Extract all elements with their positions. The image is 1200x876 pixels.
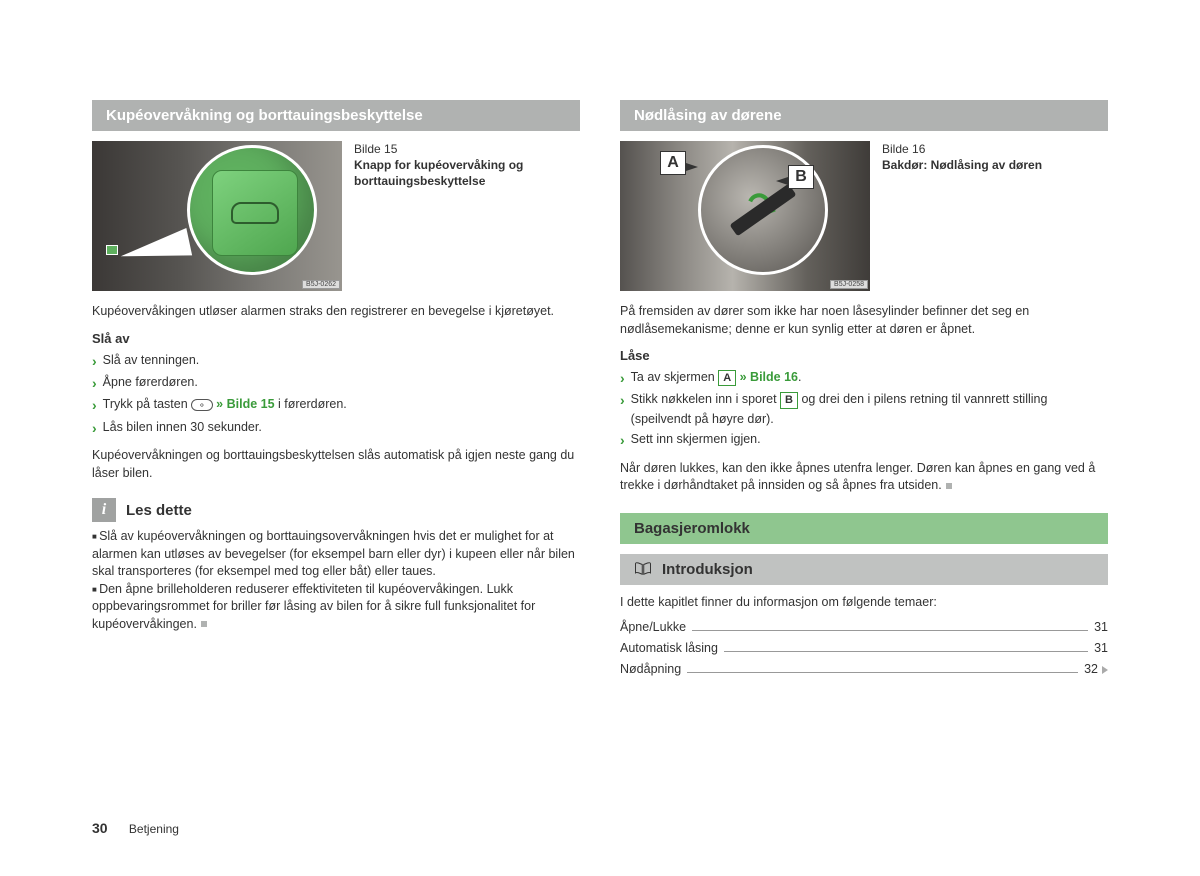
toc-row: Automatisk låsing 31: [620, 638, 1108, 659]
list-item: Stikk nøkkelen inn i sporet B og drei de…: [620, 389, 1108, 429]
figure-label-a: A: [660, 151, 686, 175]
button-icon: ⚬: [191, 399, 213, 412]
list-item: Trykk på tasten ⚬ » Bilde 15 i førerdøre…: [92, 394, 580, 416]
page-number: 30: [92, 820, 108, 836]
right-column: Nødlåsing av dørene ↶ A B B5J-0258 Bilde…: [620, 100, 1108, 681]
toc-intro: I dette kapitlet finner du informasjon o…: [620, 595, 1108, 609]
toc-row: Nødåpning 32: [620, 659, 1108, 680]
left-heading: Kupéovervåkning og borttauingsbeskyttels…: [92, 100, 580, 131]
note-list: Slå av kupéovervåkningen og borttauingso…: [92, 528, 580, 633]
toc: I dette kapitlet finner du informasjon o…: [620, 595, 1108, 681]
switchoff-list: Slå av tenningen. Åpne førerdøren. Trykk…: [92, 350, 580, 440]
end-marker-icon: [201, 621, 207, 627]
section2-sub: Introduksjon: [620, 554, 1108, 585]
figure-15-tag: B5J-0262: [302, 280, 340, 289]
list-item: Lås bilen innen 30 sekunder.: [92, 417, 580, 439]
letter-a-box: A: [718, 370, 736, 386]
section2-sub-text: Introduksjon: [662, 561, 753, 578]
figure-label-b: B: [788, 165, 814, 189]
figure-15-text: Knapp for kupéovervåking og borttauingsb…: [354, 157, 580, 189]
figure-15-label: Bilde 15: [354, 142, 397, 156]
footer-section: Betjening: [129, 822, 179, 836]
page-content: Kupéovervåkning og borttauingsbeskyttels…: [92, 100, 1108, 681]
list-item: Ta av skjermen A » Bilde 16.: [620, 367, 1108, 389]
lock-para: Når døren lukkes, kan den ikke åpnes ute…: [620, 460, 1108, 495]
note-item: Den åpne brilleholderen reduserer effekt…: [92, 581, 580, 634]
figure-16-tag: B5J-0258: [830, 280, 868, 289]
list-item: Sett inn skjermen igjen.: [620, 429, 1108, 451]
end-marker-icon: [946, 483, 952, 489]
list-item: Slå av tenningen.: [92, 350, 580, 372]
figure-16-row: ↶ A B B5J-0258 Bilde 16 Bakdør: Nødlåsin…: [620, 141, 1108, 291]
list-item: Åpne førerdøren.: [92, 372, 580, 394]
lock-list: Ta av skjermen A » Bilde 16. Stikk nøkke…: [620, 367, 1108, 452]
info-icon: i: [92, 498, 116, 522]
note-header: i Les dette: [92, 498, 580, 522]
figure-16-caption: Bilde 16 Bakdør: Nødlåsing av døren: [882, 141, 1042, 291]
continue-icon: [1102, 666, 1108, 674]
left-auto-para: Kupéovervåkningen og borttauingsbeskytte…: [92, 447, 580, 482]
figure-15-row: B5J-0262 Bilde 15 Knapp for kupéovervåki…: [92, 141, 580, 291]
section2-heading: Bagasjeromlokk: [620, 513, 1108, 544]
figure-16-image: ↶ A B B5J-0258: [620, 141, 870, 291]
right-heading: Nødlåsing av dørene: [620, 100, 1108, 131]
figure-15-caption: Bilde 15 Knapp for kupéovervåking og bor…: [354, 141, 580, 291]
left-intro: Kupéovervåkingen utløser alarmen straks …: [92, 303, 580, 321]
bilde-16-link: » Bilde 16: [736, 370, 798, 384]
switchoff-title: Slå av: [92, 331, 580, 346]
note-title: Les dette: [126, 502, 192, 519]
page-footer: 30 Betjening: [92, 820, 179, 836]
left-column: Kupéovervåkning og borttauingsbeskyttels…: [92, 100, 580, 681]
figure-16-label: Bilde 16: [882, 142, 925, 156]
book-icon: [634, 562, 652, 576]
figure-16-text: Bakdør: Nødlåsing av døren: [882, 157, 1042, 173]
right-intro: På fremsiden av dører som ikke har noen …: [620, 303, 1108, 338]
lock-title: Låse: [620, 348, 1108, 363]
letter-b-box: B: [780, 392, 798, 408]
bilde-15-link: » Bilde 15: [216, 397, 274, 411]
figure-15-image: B5J-0262: [92, 141, 342, 291]
toc-row: Åpne/Lukke 31: [620, 617, 1108, 638]
note-item: Slå av kupéovervåkningen og borttauingso…: [92, 528, 580, 581]
